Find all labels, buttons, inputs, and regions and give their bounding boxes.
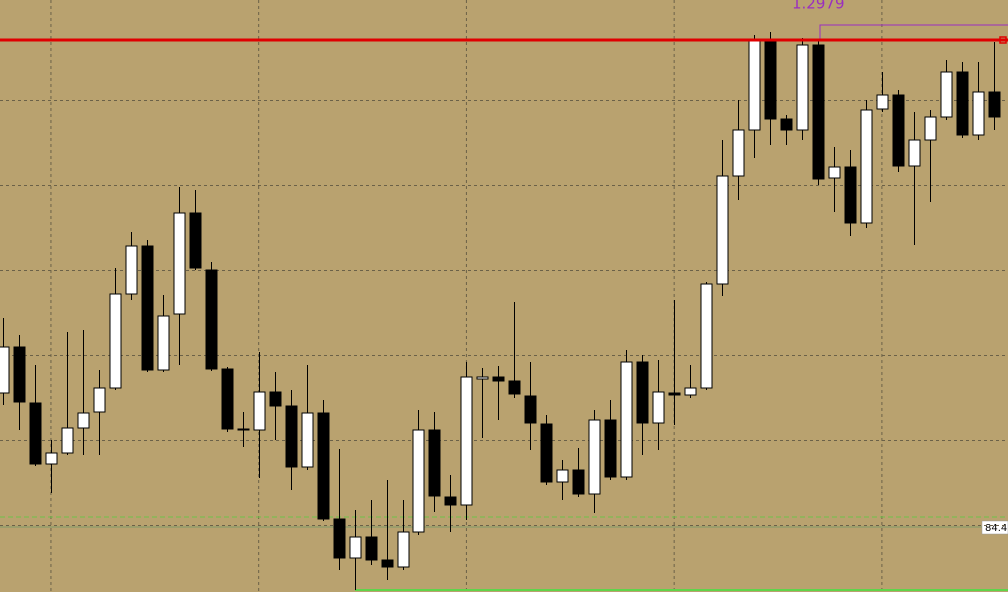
candle-body	[780, 118, 793, 131]
candle-body	[333, 518, 346, 559]
candle-body	[924, 116, 937, 141]
candle-body	[13, 346, 26, 403]
candle-body	[508, 380, 521, 395]
candle-body	[381, 559, 394, 568]
candle-body	[460, 376, 473, 506]
candle-body	[61, 427, 74, 454]
candle-body	[588, 419, 601, 495]
candle-body	[828, 166, 841, 179]
candle-body	[860, 109, 873, 224]
price-tag-label: 84.4	[985, 523, 1007, 534]
candle-body	[109, 293, 122, 389]
candle-body	[796, 44, 809, 131]
candle-body	[604, 419, 617, 478]
candle-body	[652, 391, 665, 424]
candle-body	[93, 387, 106, 413]
price-tag	[981, 520, 1008, 535]
candle-body	[492, 376, 505, 382]
candle-body	[716, 175, 729, 285]
candle-body	[397, 531, 410, 568]
candle-body	[748, 40, 761, 131]
candle-body	[812, 44, 825, 180]
candle-body	[253, 391, 266, 431]
level-label: 1.2979	[792, 0, 845, 13]
candle-body	[125, 245, 138, 295]
candle-body	[365, 536, 378, 561]
candle-body	[317, 412, 330, 520]
candle-body	[237, 428, 250, 431]
candle-body	[540, 423, 553, 483]
candle-body	[572, 469, 585, 495]
level-connector	[819, 24, 1008, 40]
candle-body	[157, 315, 170, 371]
candle-body	[269, 391, 282, 407]
candle-body	[301, 412, 314, 468]
candle-body	[556, 469, 569, 483]
candle-body	[876, 94, 889, 110]
candle-body	[476, 376, 489, 380]
candle-body	[844, 166, 857, 224]
candle-body	[988, 91, 1001, 118]
candle-body	[285, 405, 298, 468]
candle-body	[908, 139, 921, 167]
candle-body	[700, 283, 713, 389]
candle-body	[45, 452, 58, 465]
candle-body	[77, 412, 90, 429]
candle-body	[412, 429, 425, 533]
candle-body	[173, 212, 186, 315]
candle-body	[349, 536, 362, 559]
candle-body	[892, 94, 905, 167]
candle-body	[620, 361, 633, 478]
candle-body	[764, 40, 777, 120]
candle-body	[221, 368, 234, 430]
candle-body	[972, 91, 985, 136]
candle-body	[732, 129, 745, 177]
candle-body	[428, 429, 441, 497]
candle-body	[189, 212, 202, 269]
candle-body	[636, 361, 649, 424]
candle-body	[205, 269, 218, 370]
candle-body	[0, 346, 10, 394]
candle-body	[141, 245, 154, 371]
candle-body	[684, 387, 697, 396]
candle-body	[668, 392, 681, 396]
candle-body	[29, 402, 42, 465]
candle-body	[524, 395, 537, 424]
candle-body	[940, 71, 953, 118]
candle-body	[956, 71, 969, 136]
candle-body	[444, 496, 457, 506]
level-handle	[999, 36, 1007, 44]
